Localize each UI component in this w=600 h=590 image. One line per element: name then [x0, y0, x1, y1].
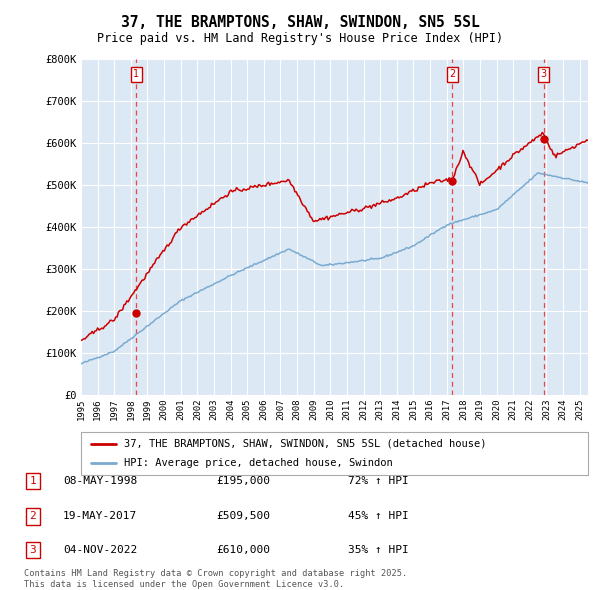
Text: 2: 2	[29, 512, 37, 521]
Text: 04-NOV-2022: 04-NOV-2022	[63, 545, 137, 555]
Text: 45% ↑ HPI: 45% ↑ HPI	[348, 512, 409, 521]
Text: 2: 2	[449, 69, 455, 79]
FancyBboxPatch shape	[81, 432, 588, 475]
Text: Contains HM Land Registry data © Crown copyright and database right 2025.
This d: Contains HM Land Registry data © Crown c…	[24, 569, 407, 589]
Text: 19-MAY-2017: 19-MAY-2017	[63, 512, 137, 521]
Text: HPI: Average price, detached house, Swindon: HPI: Average price, detached house, Swin…	[124, 458, 393, 468]
Text: 3: 3	[29, 545, 37, 555]
Text: 35% ↑ HPI: 35% ↑ HPI	[348, 545, 409, 555]
Text: £195,000: £195,000	[216, 476, 270, 486]
Text: 37, THE BRAMPTONS, SHAW, SWINDON, SN5 5SL: 37, THE BRAMPTONS, SHAW, SWINDON, SN5 5S…	[121, 15, 479, 30]
Text: 08-MAY-1998: 08-MAY-1998	[63, 476, 137, 486]
Text: 3: 3	[541, 69, 547, 79]
Text: 37, THE BRAMPTONS, SHAW, SWINDON, SN5 5SL (detached house): 37, THE BRAMPTONS, SHAW, SWINDON, SN5 5S…	[124, 438, 487, 448]
Text: £509,500: £509,500	[216, 512, 270, 521]
Text: £610,000: £610,000	[216, 545, 270, 555]
Text: 1: 1	[133, 69, 139, 79]
Text: 72% ↑ HPI: 72% ↑ HPI	[348, 476, 409, 486]
Text: Price paid vs. HM Land Registry's House Price Index (HPI): Price paid vs. HM Land Registry's House …	[97, 32, 503, 45]
Text: 1: 1	[29, 476, 37, 486]
